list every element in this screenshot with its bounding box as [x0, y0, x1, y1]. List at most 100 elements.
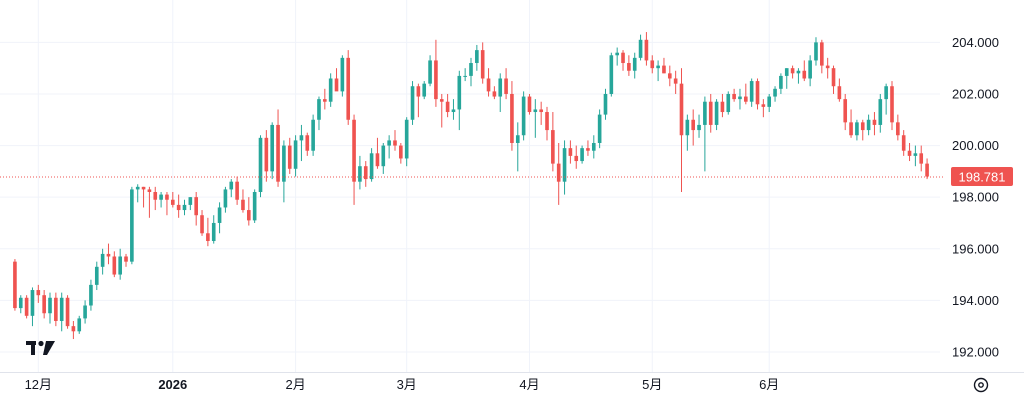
candle-39 [241, 189, 245, 213]
tradingview-logo[interactable] [26, 340, 55, 355]
x-tick-label-2: 2月 [285, 377, 305, 392]
candle-body [884, 86, 888, 100]
candle-140 [831, 65, 836, 94]
candle-body [439, 99, 444, 102]
candle-body [252, 192, 257, 221]
candle-92 [551, 112, 555, 172]
candle-53 [323, 88, 327, 110]
candle-156 [925, 158, 929, 180]
candle-126 [749, 78, 754, 107]
candle-body [638, 39, 643, 58]
candle-body [42, 295, 46, 314]
candle-body [18, 297, 23, 309]
candle-body [878, 99, 883, 125]
candle-81 [486, 68, 491, 97]
candle-59 [358, 155, 362, 190]
candle-body [276, 124, 280, 182]
candle-29 [182, 199, 187, 216]
candle-27 [170, 192, 175, 208]
y-tick-label-3: 198.000 [952, 190, 999, 205]
candle-15 [100, 248, 105, 275]
candle-body [755, 81, 760, 105]
candle-11 [77, 315, 82, 334]
candle-body [925, 163, 929, 177]
candle-135 [802, 60, 807, 82]
candle-body [720, 101, 725, 113]
candle-body [662, 65, 666, 74]
candle-body [849, 122, 853, 136]
candle-body [100, 253, 105, 267]
y-tick-label-5: 194.000 [952, 293, 999, 308]
candle-18 [118, 248, 122, 280]
candle-19 [124, 253, 128, 267]
candle-body [656, 65, 660, 69]
candle-body [539, 109, 543, 113]
candle-body [334, 78, 339, 92]
y-tick-label-1: 202.000 [952, 86, 999, 101]
candle-111 [662, 57, 666, 74]
candle-body [866, 119, 871, 131]
candle-body [808, 60, 812, 79]
candle-body [890, 86, 894, 123]
candle-94 [562, 140, 567, 195]
candle-61 [369, 148, 374, 182]
candle-body [896, 122, 900, 136]
candle-body [381, 145, 386, 167]
candle-152 [901, 130, 906, 156]
candle-body [515, 135, 520, 143]
candle-body [475, 50, 479, 64]
candle-87 [521, 91, 526, 141]
candle-151 [896, 114, 900, 141]
candle-body [486, 78, 491, 92]
candle-body [773, 88, 777, 97]
candle-14 [94, 261, 99, 291]
candle-body [545, 112, 549, 131]
candle-133 [790, 65, 795, 79]
candle-86 [515, 122, 520, 172]
candle-107 [638, 34, 643, 61]
candle-37 [229, 179, 234, 198]
candle-56 [340, 55, 345, 97]
candle-body [135, 186, 140, 190]
settings-gear-icon[interactable] [973, 377, 989, 393]
candle-body [54, 297, 58, 321]
candle-body [24, 297, 29, 316]
candle-22 [141, 186, 146, 208]
candle-body [375, 153, 380, 167]
candle-84 [504, 68, 508, 100]
candle-body [363, 166, 368, 180]
candle-52 [317, 96, 321, 131]
candle-body [504, 78, 508, 94]
candle-129 [767, 93, 772, 113]
candle-35 [217, 202, 222, 234]
candle-41 [252, 189, 257, 223]
candle-116 [691, 109, 696, 146]
candle-body [492, 91, 497, 97]
candle-body [89, 284, 93, 306]
candle-body [837, 86, 842, 100]
candle-65 [393, 130, 397, 151]
candle-10 [71, 320, 76, 340]
candle-body [393, 140, 397, 146]
candle-body [387, 140, 391, 146]
candle-48 [293, 135, 298, 177]
candle-body [533, 109, 538, 113]
candle-body [352, 119, 356, 182]
candle-136 [808, 55, 812, 87]
candle-body [855, 122, 859, 136]
candle-body [913, 153, 918, 156]
candle-body [147, 189, 152, 192]
candle-body [597, 114, 602, 143]
candle-body [586, 148, 590, 151]
candle-body [118, 256, 122, 275]
candle-103 [615, 47, 619, 66]
candle-73 [439, 93, 444, 128]
candle-123 [732, 88, 736, 102]
candle-body [480, 50, 485, 79]
candle-96 [574, 145, 579, 169]
candle-57 [346, 50, 351, 125]
candle-12 [83, 300, 87, 324]
candle-21 [135, 184, 140, 203]
